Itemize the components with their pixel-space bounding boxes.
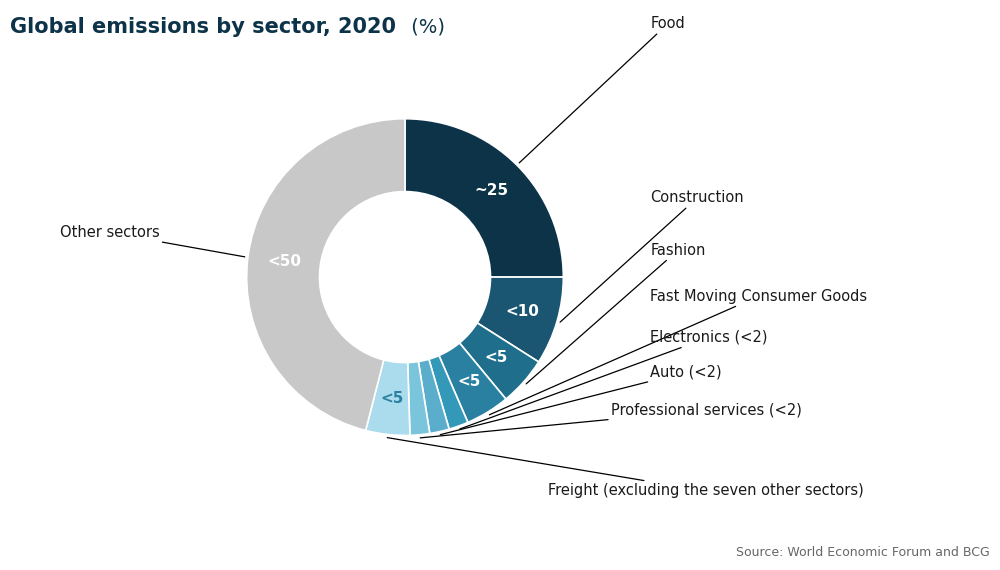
- Wedge shape: [366, 360, 410, 435]
- Text: Other sectors: Other sectors: [60, 225, 245, 257]
- Wedge shape: [477, 277, 563, 362]
- Wedge shape: [459, 323, 539, 399]
- Text: Global emissions by sector, 2020: Global emissions by sector, 2020: [10, 17, 396, 37]
- Wedge shape: [247, 119, 405, 430]
- Text: <10: <10: [505, 304, 539, 319]
- Text: Auto (<2): Auto (<2): [440, 365, 722, 435]
- Wedge shape: [418, 359, 449, 433]
- Text: Electronics (<2): Electronics (<2): [460, 330, 768, 429]
- Wedge shape: [429, 356, 468, 429]
- Text: Professional services (<2): Professional services (<2): [420, 402, 802, 438]
- Text: <5: <5: [457, 373, 480, 389]
- Text: Source: World Economic Forum and BCG: Source: World Economic Forum and BCG: [736, 545, 990, 559]
- Text: (%): (%): [405, 17, 445, 36]
- Text: <5: <5: [380, 391, 403, 406]
- Text: Food: Food: [519, 17, 685, 163]
- Text: <5: <5: [485, 350, 508, 365]
- Text: Freight (excluding the seven other sectors): Freight (excluding the seven other secto…: [387, 438, 863, 498]
- Text: Construction: Construction: [560, 190, 744, 322]
- Text: Fashion: Fashion: [526, 243, 706, 384]
- Text: Fast Moving Consumer Goods: Fast Moving Consumer Goods: [489, 288, 868, 415]
- Text: ~25: ~25: [474, 184, 508, 198]
- Wedge shape: [439, 343, 506, 422]
- Wedge shape: [408, 361, 430, 435]
- Wedge shape: [405, 119, 563, 277]
- Text: <50: <50: [267, 254, 301, 269]
